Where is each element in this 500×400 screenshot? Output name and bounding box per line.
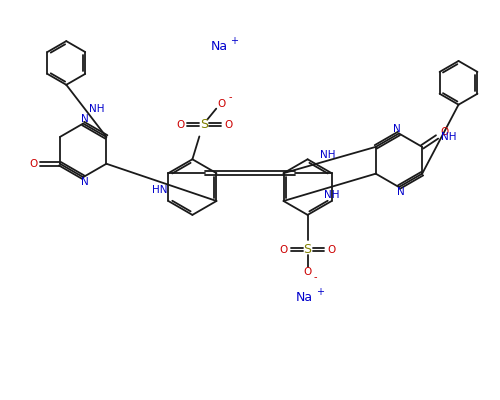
Text: O: O — [304, 268, 312, 278]
Text: Na: Na — [296, 291, 313, 304]
Text: -: - — [314, 272, 318, 282]
Text: S: S — [304, 243, 312, 256]
Text: O: O — [224, 120, 232, 130]
Text: O: O — [328, 245, 336, 255]
Text: O: O — [176, 120, 184, 130]
Text: HN: HN — [152, 185, 167, 195]
Text: Na: Na — [210, 40, 228, 52]
Text: O: O — [440, 127, 448, 137]
Text: O: O — [217, 99, 226, 109]
Text: -: - — [228, 92, 232, 102]
Text: NH: NH — [88, 104, 104, 114]
Text: O: O — [280, 245, 288, 255]
Text: S: S — [200, 118, 208, 131]
Text: N: N — [397, 187, 405, 197]
Text: N: N — [82, 114, 89, 124]
Text: N: N — [393, 124, 401, 134]
Text: +: + — [316, 287, 324, 297]
Text: NH: NH — [320, 150, 336, 160]
Text: NH: NH — [324, 190, 340, 200]
Text: +: + — [230, 36, 238, 46]
Text: O: O — [29, 159, 38, 169]
Text: N: N — [82, 177, 89, 187]
Text: NH: NH — [440, 132, 456, 142]
